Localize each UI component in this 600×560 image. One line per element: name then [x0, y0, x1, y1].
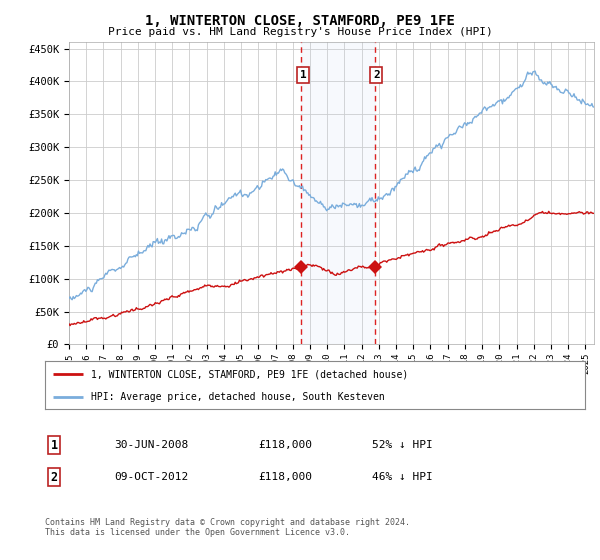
Text: 30-JUN-2008: 30-JUN-2008: [114, 440, 188, 450]
Text: HPI: Average price, detached house, South Kesteven: HPI: Average price, detached house, Sout…: [91, 392, 385, 402]
Text: 09-OCT-2012: 09-OCT-2012: [114, 472, 188, 482]
Text: Contains HM Land Registry data © Crown copyright and database right 2024.
This d: Contains HM Land Registry data © Crown c…: [45, 518, 410, 538]
Text: 46% ↓ HPI: 46% ↓ HPI: [372, 472, 433, 482]
Text: 1: 1: [50, 438, 58, 452]
Text: £118,000: £118,000: [258, 440, 312, 450]
Text: 2: 2: [373, 70, 380, 80]
Text: 1, WINTERTON CLOSE, STAMFORD, PE9 1FE: 1, WINTERTON CLOSE, STAMFORD, PE9 1FE: [145, 14, 455, 28]
Bar: [301, 42, 374, 344]
Text: £118,000: £118,000: [258, 472, 312, 482]
Text: 2: 2: [50, 470, 58, 484]
Text: 1: 1: [300, 70, 307, 80]
Text: Price paid vs. HM Land Registry's House Price Index (HPI): Price paid vs. HM Land Registry's House …: [107, 27, 493, 37]
Text: 52% ↓ HPI: 52% ↓ HPI: [372, 440, 433, 450]
Text: 1, WINTERTON CLOSE, STAMFORD, PE9 1FE (detached house): 1, WINTERTON CLOSE, STAMFORD, PE9 1FE (d…: [91, 369, 408, 379]
